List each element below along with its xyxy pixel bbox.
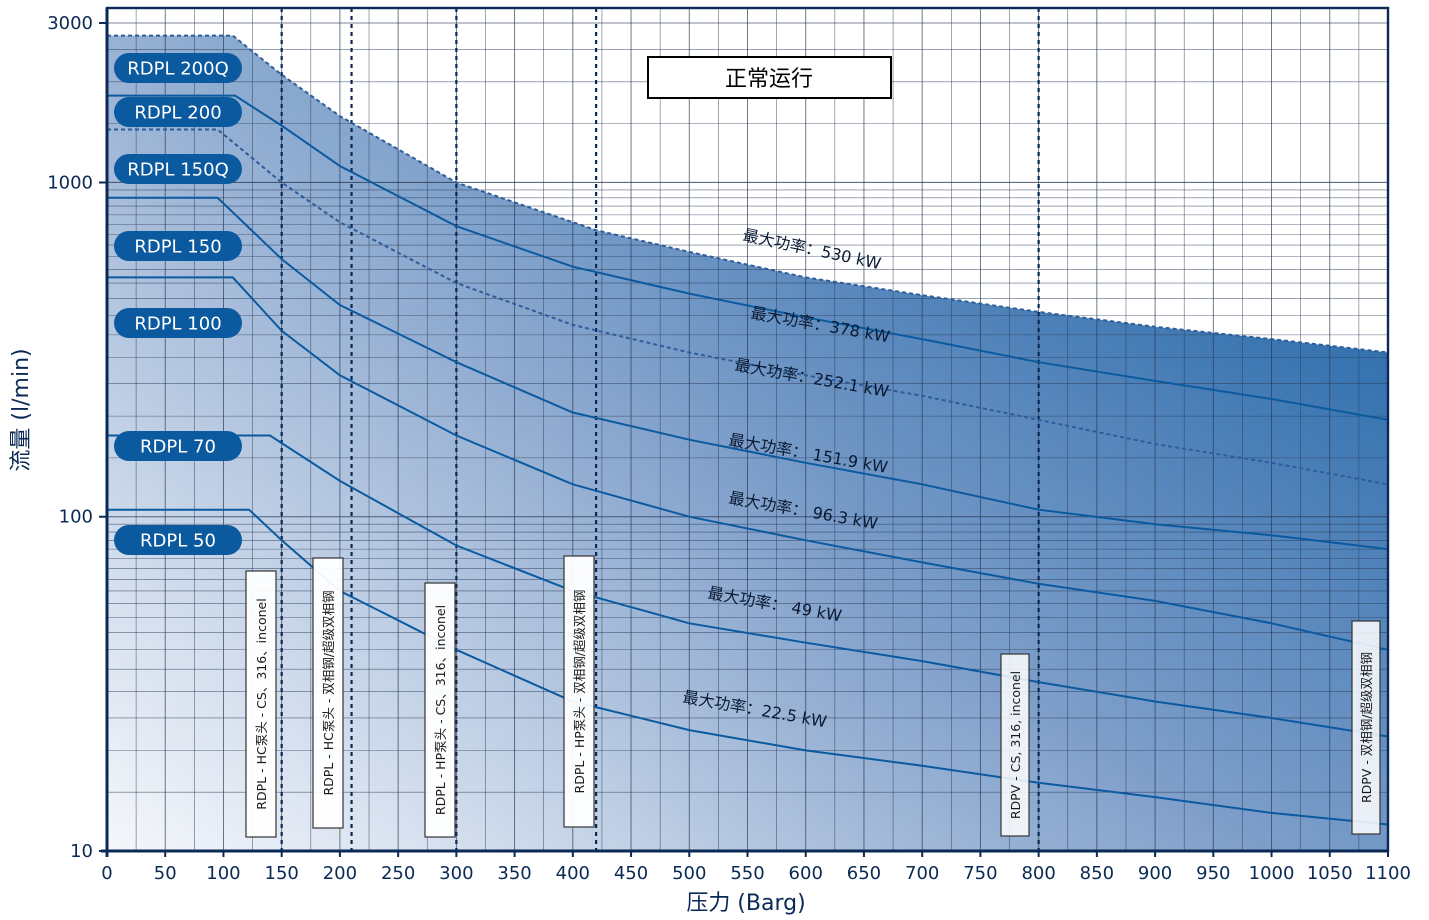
x-tick-label: 300 xyxy=(439,863,473,884)
series-name: RDPL 50 xyxy=(140,531,216,552)
x-tick-label: 50 xyxy=(154,863,177,884)
series-pill-bg xyxy=(114,53,242,83)
x-tick-label: 150 xyxy=(265,863,299,884)
marker-note: RDPV - CS, 316, inconel xyxy=(1000,653,1030,837)
series-pill: RDPL 70 xyxy=(114,431,242,461)
series-line xyxy=(107,276,1389,651)
x-tick-label: 950 xyxy=(1196,863,1230,884)
y-axis-title: 流量 (l/min) xyxy=(9,348,34,471)
series-pill-bg xyxy=(114,154,242,184)
series-line xyxy=(107,196,1389,551)
status-badge-text: 正常运行 xyxy=(725,67,813,92)
x-tick-label: 750 xyxy=(963,863,997,884)
x-tick-label: 650 xyxy=(847,863,881,884)
series-pill: RDPL 150 xyxy=(114,231,242,261)
marker-note: RDPL - HP泵头 - 双相钢/超级双相钢 xyxy=(563,555,595,828)
x-tick-label: 1100 xyxy=(1365,863,1411,884)
x-tick-label: 850 xyxy=(1080,863,1114,884)
series-name: RDPL 200Q xyxy=(127,59,229,80)
x-tick-label: 700 xyxy=(905,863,939,884)
x-tick-label: 450 xyxy=(614,863,648,884)
marker-note-text: RDPL - HC泵头 - CS、316、inconel xyxy=(254,598,269,809)
series-line xyxy=(107,34,1389,354)
marker-note-text: RDPV - CS, 316, inconel xyxy=(1008,671,1023,819)
series-name: RDPL 150 xyxy=(134,237,221,258)
y-tick-label: 1000 xyxy=(47,172,93,193)
series-pill-bg xyxy=(114,231,242,261)
series-pill: RDPL 200Q xyxy=(114,53,242,83)
series-name: RDPL 150Q xyxy=(127,160,229,181)
x-tick-label: 1050 xyxy=(1307,863,1353,884)
marker-note-text: RDPL - HC泵头 - 双相钢/超级双相钢 xyxy=(321,590,336,795)
grid xyxy=(107,8,1388,851)
series-pill: RDPL 200 xyxy=(114,97,242,127)
series-pill: RDPL 150Q xyxy=(114,154,242,184)
x-tick-label: 400 xyxy=(556,863,590,884)
series-pill: RDPL 50 xyxy=(114,525,242,555)
marker-note-box xyxy=(563,555,595,828)
marker-note: RDPL - HC泵头 - 双相钢/超级双相钢 xyxy=(312,557,344,829)
y-tick-label: 10 xyxy=(70,841,93,862)
marker-note-text: RDPV - 双相钢/超级双相钢 xyxy=(1359,652,1374,803)
series-pill-bg xyxy=(114,97,242,127)
y-tick-label: 3000 xyxy=(47,13,93,34)
marker-notes: RDPL - HC泵头 - CS、316、inconel RDPL - HC泵头 … xyxy=(245,555,1381,838)
marker-note-box xyxy=(1000,653,1030,837)
x-tick-label: 0 xyxy=(101,863,112,884)
x-tick-label: 100 xyxy=(206,863,240,884)
series-pill-bg xyxy=(114,308,242,338)
marker-note: RDPL - HP泵头 - CS、316、inconel xyxy=(424,582,456,838)
marker-note-text: RDPL - HP泵头 - 双相钢/超级双相钢 xyxy=(572,590,587,794)
marker-note-text: RDPL - HP泵头 - CS、316、inconel xyxy=(433,605,448,815)
marker-note-box xyxy=(424,582,456,838)
series-pill-bg xyxy=(114,525,242,555)
series-pill: RDPL 100 xyxy=(114,308,242,338)
status-badge: 正常运行 xyxy=(647,56,892,99)
series-name: RDPL 70 xyxy=(140,437,216,458)
marker-note-box xyxy=(312,557,344,829)
series-line xyxy=(107,508,1389,826)
x-tick-label: 600 xyxy=(789,863,823,884)
series-name: RDPL 200 xyxy=(134,103,221,124)
series-line xyxy=(107,128,1389,486)
axes: 0 50 100 150 200 250 300 350 400 450 500 550 600 650 7… xyxy=(47,6,1411,884)
x-tick-label: 900 xyxy=(1138,863,1172,884)
series-name: RDPL 100 xyxy=(134,314,221,335)
x-tick-label: 350 xyxy=(497,863,531,884)
x-tick-label: 1000 xyxy=(1249,863,1295,884)
power-label: 最大功率：530 kW xyxy=(741,225,883,273)
x-tick-label: 550 xyxy=(730,863,764,884)
x-tick-label: 200 xyxy=(323,863,357,884)
marker-note-box xyxy=(1351,620,1381,835)
series-line xyxy=(107,434,1389,738)
x-tick-label: 250 xyxy=(381,863,415,884)
series-lines xyxy=(107,34,1389,826)
x-axis-title: 压力 (Barg) xyxy=(686,891,805,916)
y-tick-label: 100 xyxy=(59,507,93,528)
marker-note: RDPV - 双相钢/超级双相钢 xyxy=(1351,620,1381,835)
marker-note-box xyxy=(245,570,277,838)
x-tick-label: 500 xyxy=(672,863,706,884)
series-pill-bg xyxy=(114,431,242,461)
marker-note: RDPL - HC泵头 - CS、316、inconel xyxy=(245,570,277,838)
series-line xyxy=(107,94,1389,421)
x-tick-label: 800 xyxy=(1021,863,1055,884)
